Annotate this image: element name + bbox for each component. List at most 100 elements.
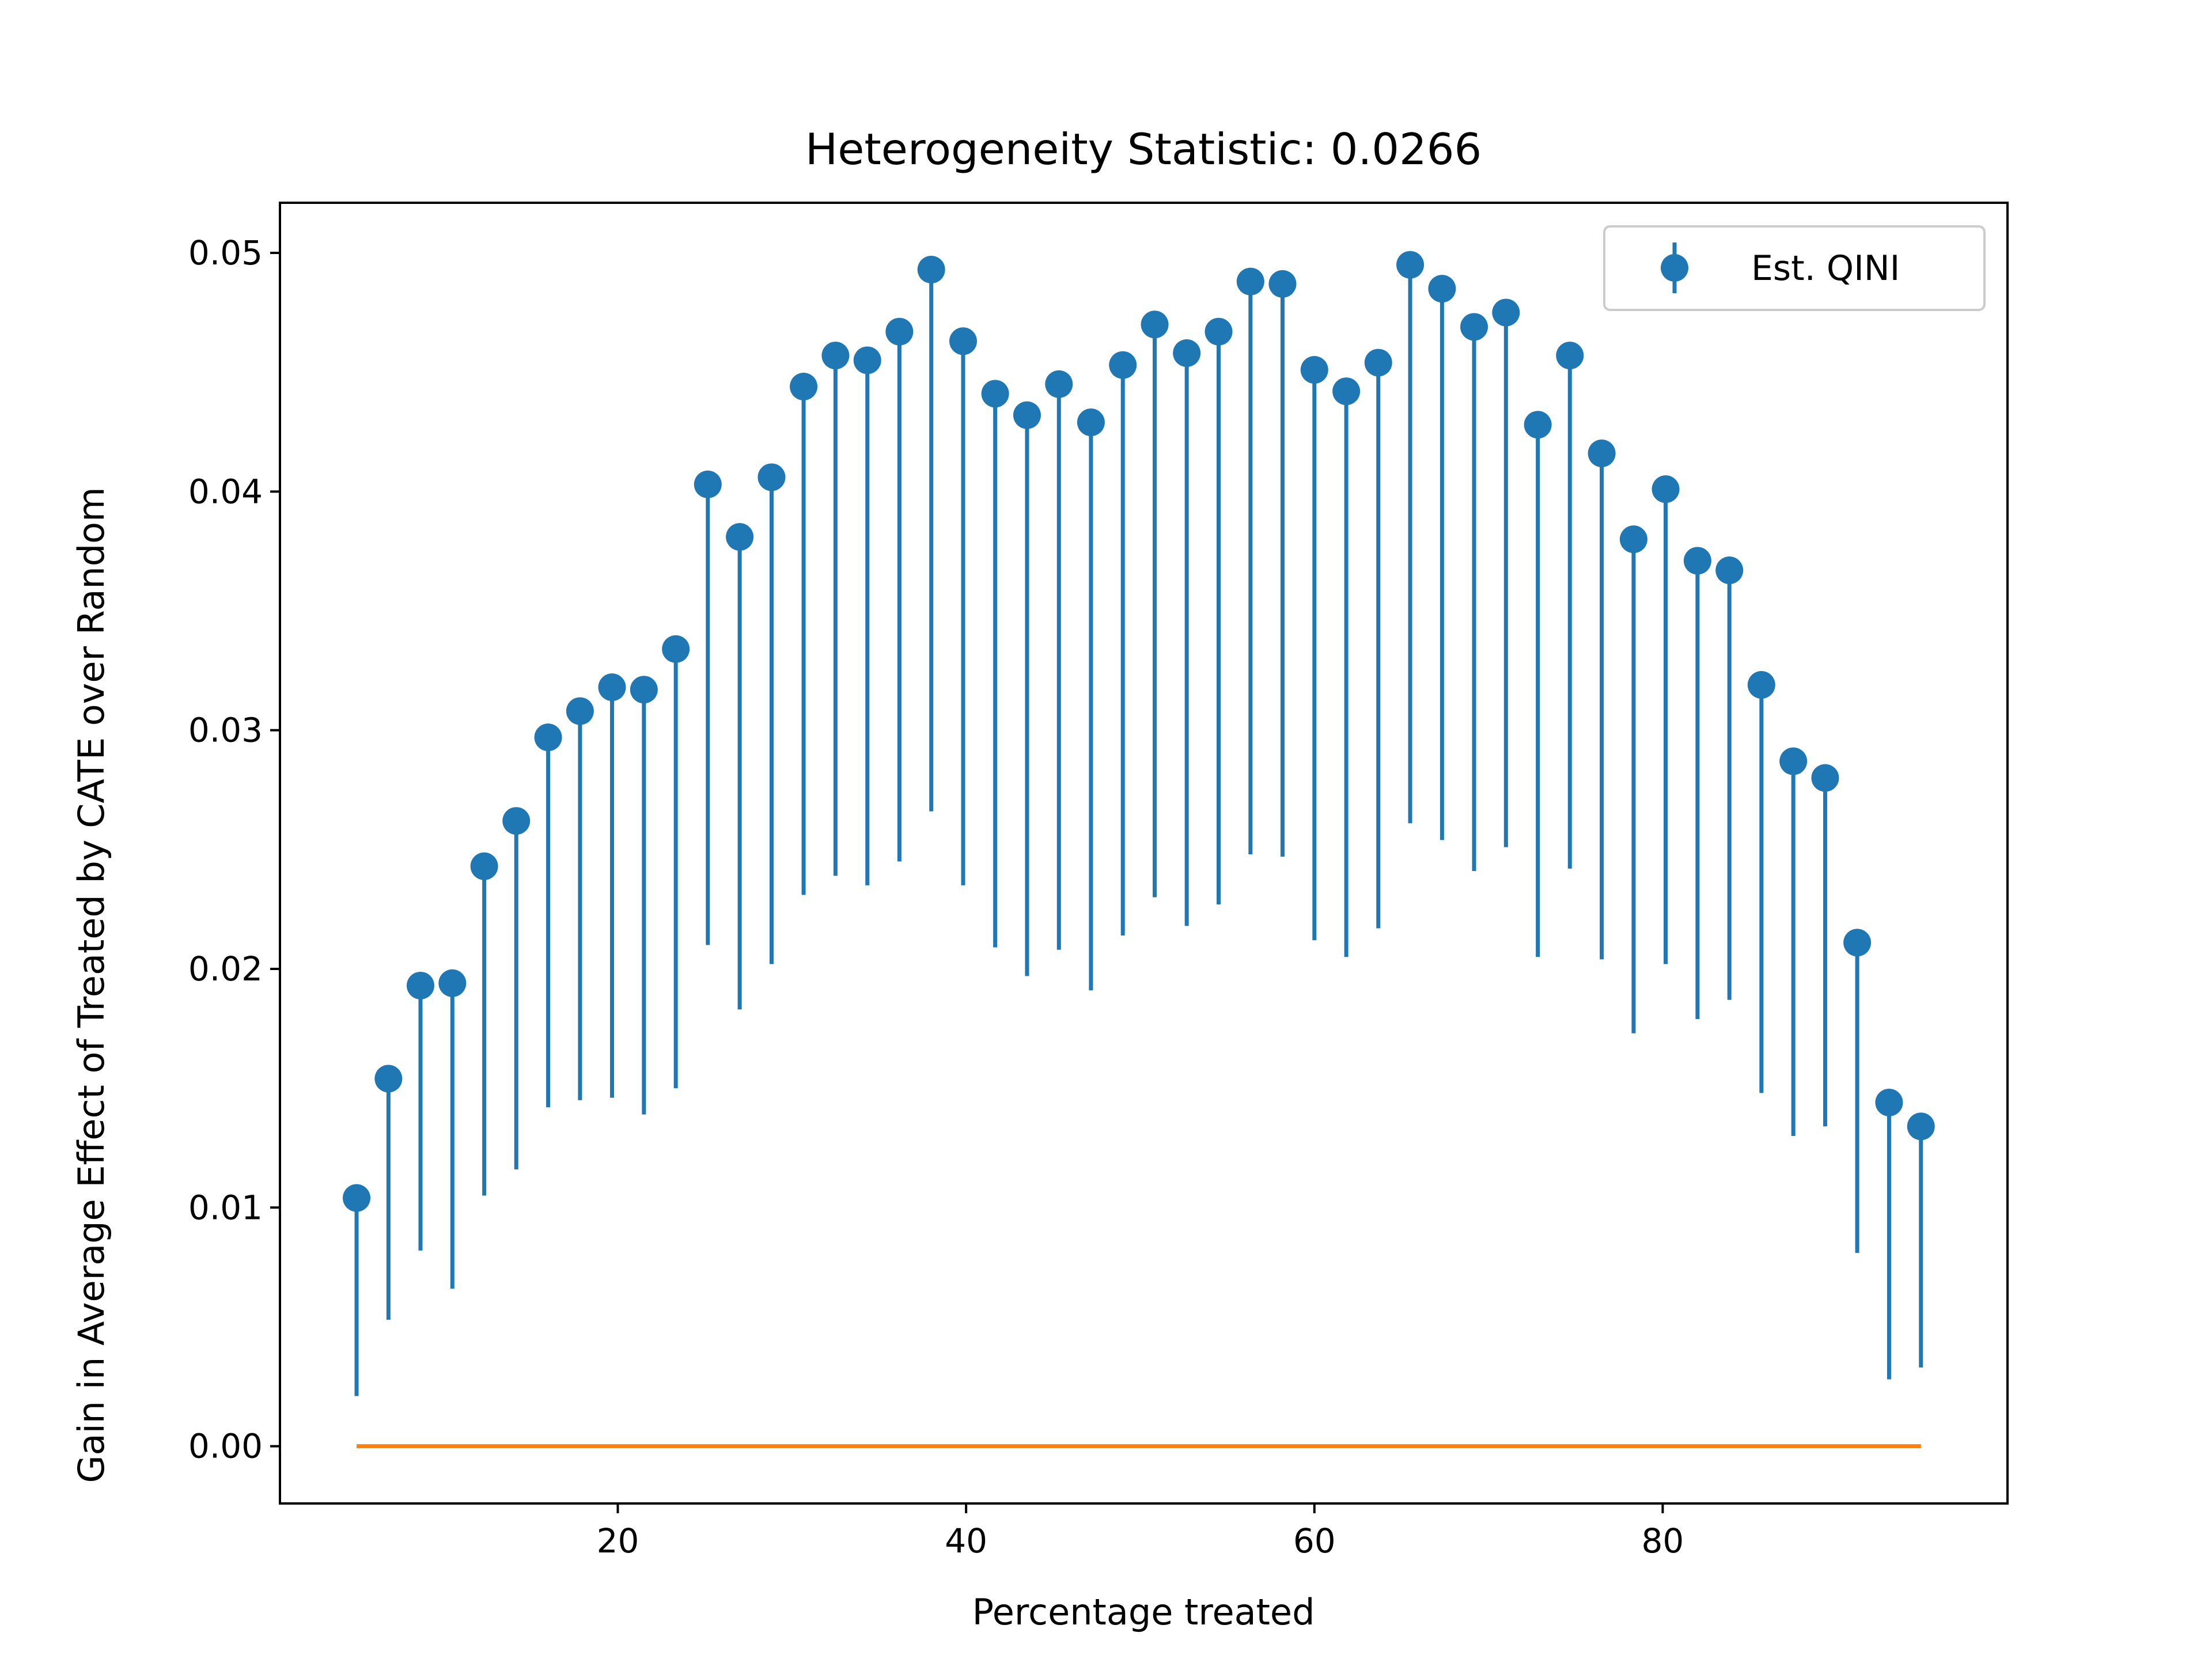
data-point (1396, 251, 1425, 824)
point-marker (1715, 556, 1744, 585)
data-point (343, 1184, 371, 1396)
data-point (1652, 475, 1680, 964)
data-point (470, 852, 498, 1196)
data-point (790, 373, 818, 895)
point-marker (662, 635, 690, 663)
data-point (821, 342, 850, 876)
point-marker (1045, 370, 1073, 398)
point-marker (566, 697, 594, 725)
data-point (1173, 339, 1201, 926)
x-axis: 20 40 60 80 (597, 1503, 1684, 1560)
data-point (1141, 310, 1169, 897)
data-point (949, 327, 977, 885)
data-point (374, 1065, 403, 1320)
data-point (1683, 547, 1711, 1019)
point-marker (1268, 270, 1297, 298)
point-marker (1875, 1088, 1903, 1116)
point-marker (1300, 356, 1328, 384)
data-point (1013, 401, 1041, 976)
data-point (1205, 317, 1233, 905)
data-point (1268, 270, 1297, 857)
point-marker (438, 969, 467, 997)
y-tick-label: 0.03 (188, 711, 263, 750)
y-tick-label: 0.01 (188, 1188, 263, 1227)
data-point (1109, 351, 1137, 935)
point-marker (343, 1184, 371, 1212)
x-tick-label: 20 (597, 1521, 639, 1560)
legend-box (1603, 225, 1986, 311)
y-tick-label: 0.05 (188, 233, 263, 272)
point-marker (885, 317, 914, 346)
point-marker (1588, 440, 1616, 468)
data-point (502, 807, 531, 1169)
data-point (1907, 1112, 1935, 1368)
legend-marker-dot (1661, 254, 1688, 282)
point-marker (757, 463, 786, 491)
data-point (438, 969, 467, 1289)
point-marker (694, 470, 722, 498)
point-marker (374, 1065, 403, 1093)
data-point (1556, 342, 1584, 869)
data-point (1715, 556, 1744, 1000)
x-tick-label: 40 (945, 1521, 987, 1560)
data-point (981, 380, 1009, 948)
plot-area (343, 251, 1935, 1449)
point-marker (470, 852, 498, 880)
point-marker (1109, 351, 1137, 379)
data-point (1236, 267, 1264, 855)
point-marker (1843, 929, 1872, 957)
point-marker (1364, 349, 1392, 377)
point-marker (1077, 408, 1105, 437)
point-marker (1556, 342, 1584, 370)
chart-title: Heterogeneity Statistic: 0.0266 (805, 124, 1482, 175)
data-point (598, 673, 626, 1098)
data-point (1300, 356, 1328, 941)
x-tick-label: 80 (1642, 1521, 1684, 1560)
point-marker (502, 807, 531, 835)
data-point (1524, 411, 1552, 957)
data-point (406, 971, 434, 1251)
point-marker (1811, 764, 1839, 792)
point-marker (1683, 547, 1711, 575)
data-point (1811, 764, 1839, 1127)
point-marker (726, 523, 754, 551)
y-axis-label: Gain in Average Effect of Treated by CAT… (70, 487, 112, 1483)
data-point (1045, 370, 1073, 950)
data-point (757, 463, 786, 964)
point-marker (917, 256, 945, 284)
data-point (1364, 349, 1392, 929)
data-point (566, 697, 594, 1100)
point-marker (1779, 747, 1808, 775)
data-point (630, 676, 658, 1115)
point-marker (1747, 671, 1775, 699)
data-point (853, 346, 881, 885)
data-point (1492, 298, 1520, 847)
point-marker (1492, 298, 1520, 327)
point-marker (1396, 251, 1425, 279)
y-tick-label: 0.00 (188, 1427, 263, 1466)
point-marker (1428, 275, 1456, 303)
data-point (885, 317, 914, 862)
plot-frame (279, 202, 2009, 1505)
data-point (1588, 440, 1616, 960)
x-axis-label: Percentage treated (972, 1591, 1315, 1633)
point-marker (1524, 411, 1552, 439)
legend-label: Est. QINI (1751, 248, 1900, 289)
y-tick-label: 0.02 (188, 949, 263, 988)
point-marker (1013, 401, 1041, 429)
data-point (1619, 525, 1647, 1033)
data-point (1843, 929, 1872, 1253)
x-tick-label: 60 (1293, 1521, 1336, 1560)
point-marker (1141, 310, 1169, 339)
data-point (1875, 1088, 1903, 1380)
data-point (662, 635, 690, 1089)
data-point (1460, 313, 1488, 872)
data-point (1428, 275, 1456, 840)
point-marker (853, 346, 881, 374)
point-marker (1907, 1112, 1935, 1141)
point-marker (949, 327, 977, 355)
point-marker (534, 724, 562, 752)
point-marker (821, 342, 850, 370)
point-marker (630, 676, 658, 704)
